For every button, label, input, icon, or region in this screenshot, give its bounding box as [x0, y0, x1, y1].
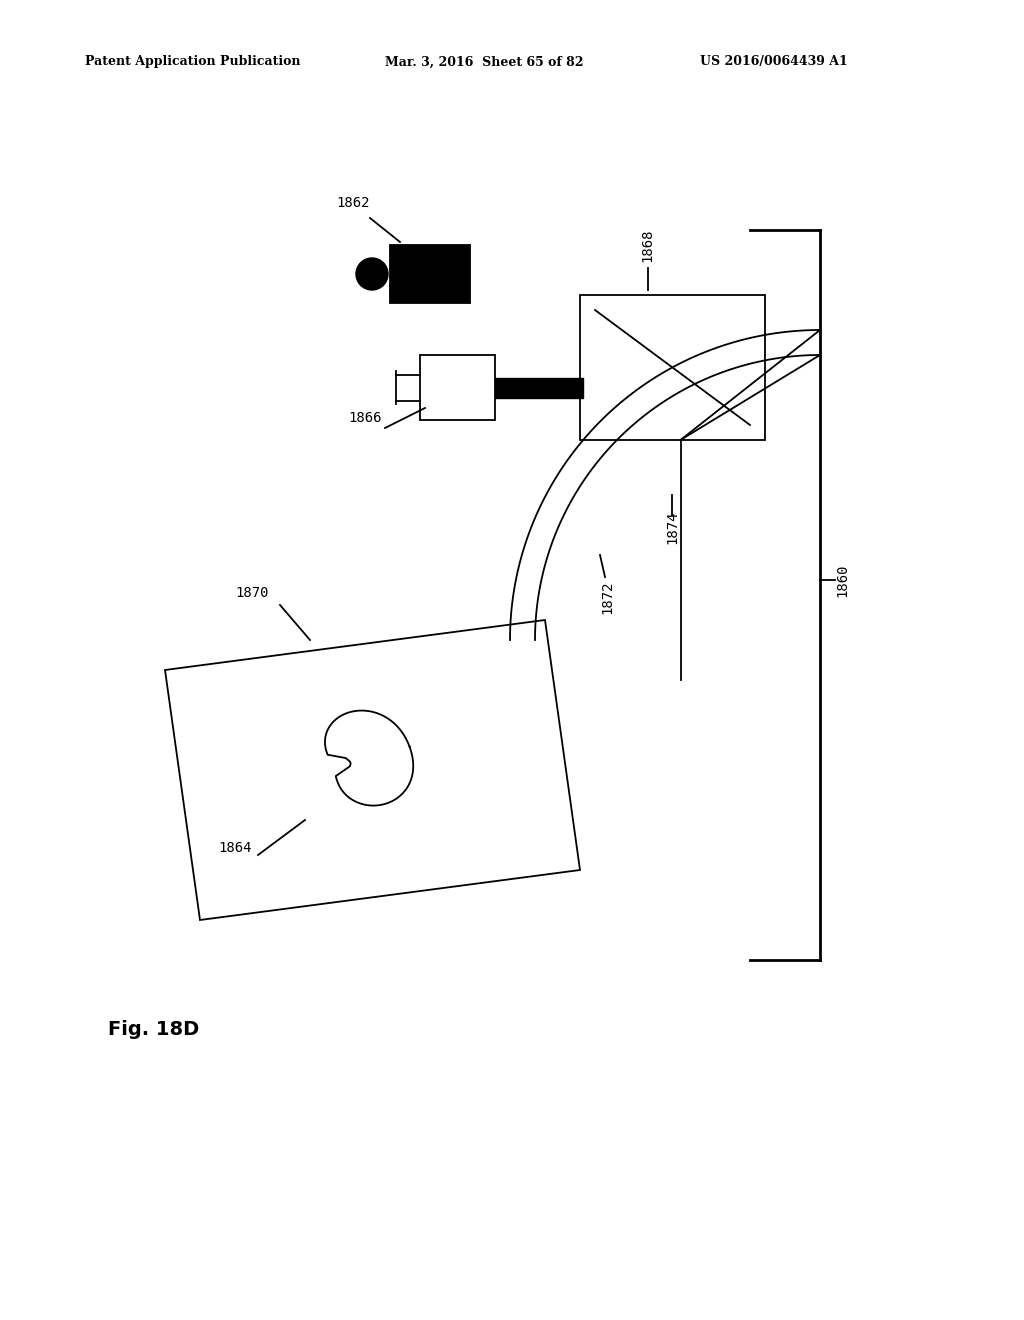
Text: Patent Application Publication: Patent Application Publication: [85, 55, 300, 69]
Text: Mar. 3, 2016  Sheet 65 of 82: Mar. 3, 2016 Sheet 65 of 82: [385, 55, 584, 69]
Text: 1874: 1874: [665, 510, 679, 544]
Text: 1866: 1866: [348, 411, 382, 425]
Text: 1868: 1868: [640, 228, 654, 261]
Text: 1870: 1870: [234, 586, 268, 601]
Text: 1864: 1864: [218, 841, 252, 855]
Bar: [390, 246, 470, 304]
Text: 1862: 1862: [336, 195, 370, 210]
Text: 1872: 1872: [600, 579, 614, 614]
Bar: [580, 294, 765, 440]
Text: US 2016/0064439 A1: US 2016/0064439 A1: [700, 55, 848, 69]
Text: 1860: 1860: [835, 564, 849, 597]
Circle shape: [356, 257, 388, 290]
Text: Fig. 18D: Fig. 18D: [108, 1020, 200, 1039]
Bar: [420, 355, 495, 420]
